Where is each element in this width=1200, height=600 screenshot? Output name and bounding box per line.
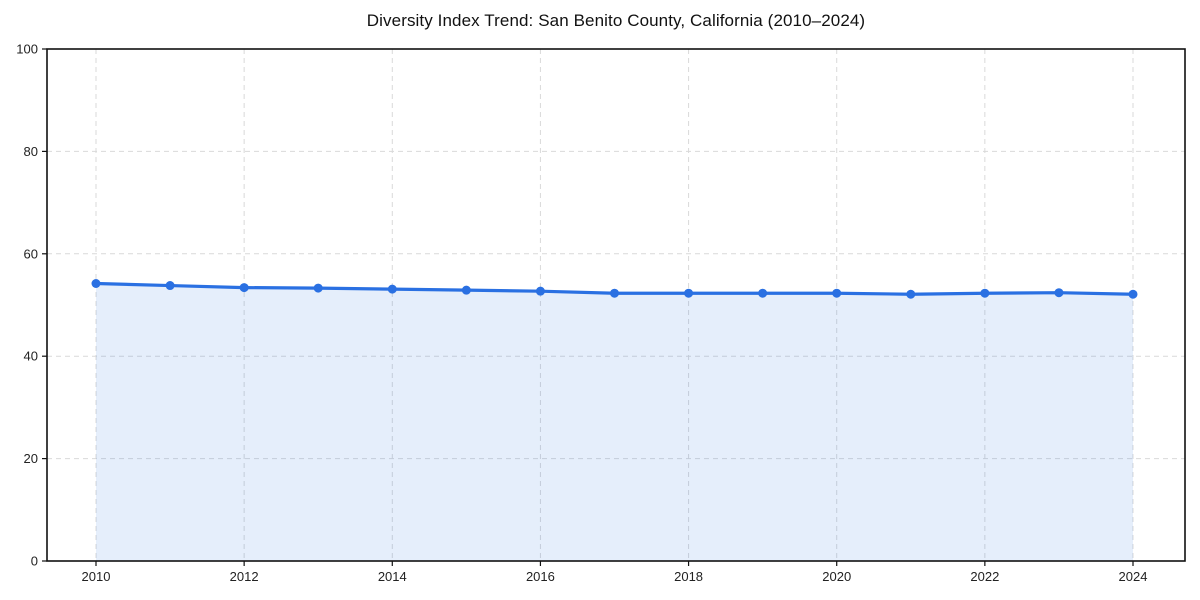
plot-area bbox=[47, 49, 1185, 561]
y-tick-label: 60 bbox=[24, 246, 38, 261]
data-point-marker bbox=[1054, 288, 1064, 298]
x-tick-label: 2010 bbox=[82, 569, 111, 584]
y-tick-label: 40 bbox=[24, 349, 38, 364]
data-point-marker bbox=[313, 283, 323, 293]
data-point-marker bbox=[535, 286, 545, 296]
y-tick-label: 0 bbox=[31, 554, 38, 569]
chart-title: Diversity Index Trend: San Benito County… bbox=[366, 11, 866, 30]
data-point-marker bbox=[91, 278, 101, 288]
data-point-marker bbox=[980, 288, 990, 298]
area-fill bbox=[96, 283, 1133, 561]
x-tick-label: 2018 bbox=[674, 569, 703, 584]
x-tick-label: 2014 bbox=[378, 569, 407, 584]
data-point-marker bbox=[1128, 289, 1138, 299]
data-point-marker bbox=[387, 284, 397, 294]
data-point-marker bbox=[832, 288, 842, 298]
y-tick-label: 100 bbox=[16, 42, 38, 57]
x-tick-label: 2012 bbox=[230, 569, 259, 584]
axis-tick-labels: 2010 2012 2014 2016 2018 2020 2022 2024 0 20 40 60 8… bbox=[16, 42, 1147, 585]
gridlines bbox=[47, 49, 1185, 561]
x-tick-label: 2022 bbox=[970, 569, 999, 584]
data-point-marker bbox=[239, 283, 249, 293]
data-point-marker bbox=[165, 281, 175, 291]
data-point-markers bbox=[91, 278, 1138, 299]
plot-border bbox=[46, 48, 1186, 562]
data-point-marker bbox=[684, 288, 694, 298]
y-tick-label: 80 bbox=[24, 144, 38, 159]
data-point-marker bbox=[906, 289, 916, 299]
x-tick-label: 2024 bbox=[1119, 569, 1148, 584]
x-tick-label: 2016 bbox=[526, 569, 555, 584]
x-tick-label: 2020 bbox=[822, 569, 851, 584]
y-tick-label: 20 bbox=[24, 451, 38, 466]
data-point-marker bbox=[461, 285, 471, 295]
data-point-marker bbox=[610, 288, 619, 298]
data-point-marker bbox=[758, 288, 768, 298]
axis-ticks bbox=[42, 48, 1134, 566]
